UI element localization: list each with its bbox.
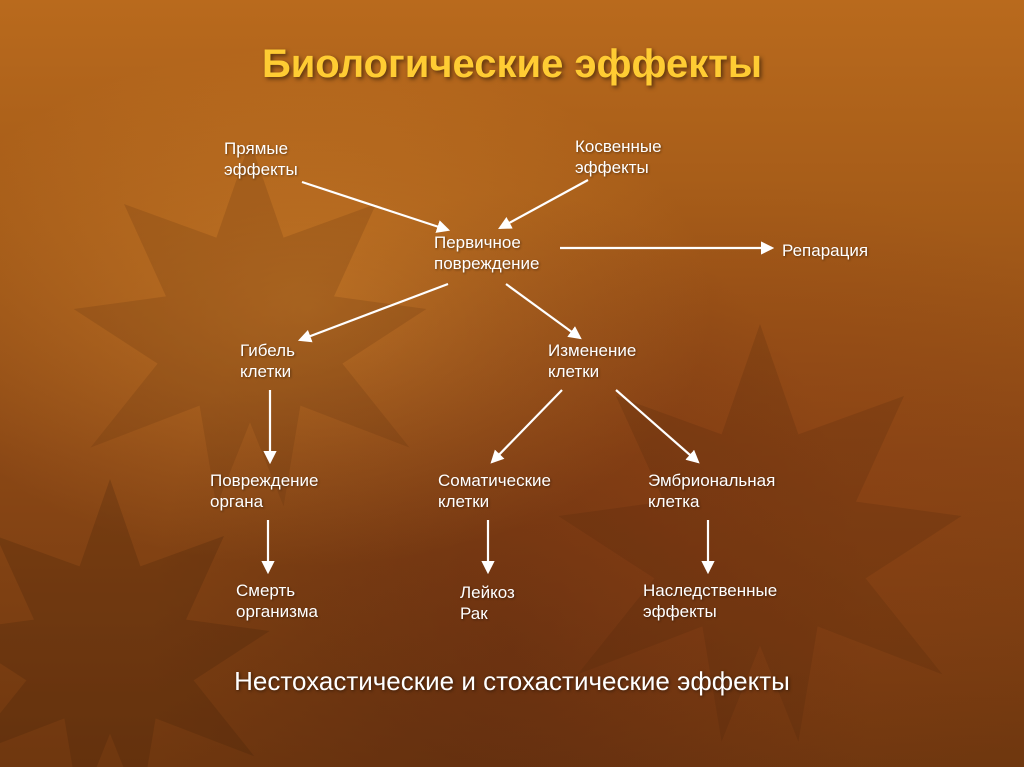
slide: Биологические эффекты Прямые эффекты Кос…	[0, 0, 1024, 767]
node-cell-death: Гибель клетки	[240, 340, 295, 383]
flow-arrow	[506, 284, 580, 338]
arrows-layer	[0, 0, 1024, 767]
node-indirect-effects: Косвенные эффекты	[575, 136, 662, 179]
node-cell-change: Изменение клетки	[548, 340, 636, 383]
slide-title: Биологические эффекты	[0, 42, 1024, 87]
flow-arrow	[300, 284, 448, 340]
flow-arrow	[500, 180, 588, 228]
flow-arrow	[616, 390, 698, 462]
node-direct-effects: Прямые эффекты	[224, 138, 298, 181]
flow-arrow	[302, 182, 448, 230]
slide-subtitle: Нестохастические и стохастические эффект…	[0, 666, 1024, 697]
node-somatic-cells: Соматические клетки	[438, 470, 551, 513]
node-organ-damage: Повреждение органа	[210, 470, 319, 513]
node-leukemia-cancer: Лейкоз Рак	[460, 582, 515, 625]
flow-arrow	[492, 390, 562, 462]
node-organism-death: Смерть организма	[236, 580, 318, 623]
node-hereditary: Наследственные эффекты	[643, 580, 777, 623]
node-repair: Репарация	[782, 240, 868, 261]
node-embryonic-cell: Эмбриональная клетка	[648, 470, 775, 513]
node-primary-damage: Первичное повреждение	[434, 232, 540, 275]
